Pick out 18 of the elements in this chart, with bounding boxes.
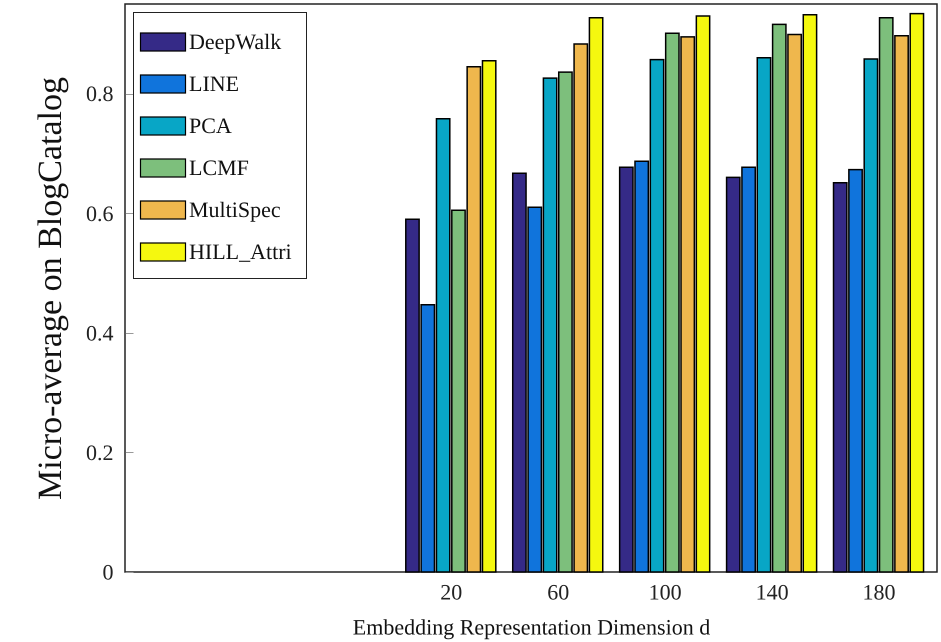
y-tick-label: 0.8 [86,81,114,106]
x-tick-label: 100 [648,580,682,604]
y-tick-label: 0.4 [86,320,114,346]
y-tick-label: 0.6 [86,200,114,226]
legend-label: LINE [189,71,240,96]
legend-label: DeepWalk [189,29,282,54]
x-tick-label: 140 [756,580,789,604]
legend-label: PCA [189,113,232,138]
y-tick-label: 0.2 [86,440,114,465]
legend-label: HILL_Attri [189,239,292,264]
y-tick-label: 0 [102,560,114,584]
x-tick-label: 180 [862,580,896,604]
y-axis-title: Micro-average on BlogCatalog [32,77,69,500]
x-tick-label: 60 [547,580,570,604]
x-tick-label: 20 [440,580,462,604]
legend-label: LCMF [189,155,249,180]
x-axis-title: Embedding Representation Dimension d [352,614,710,640]
legend-label: MultiSpec [189,197,281,222]
